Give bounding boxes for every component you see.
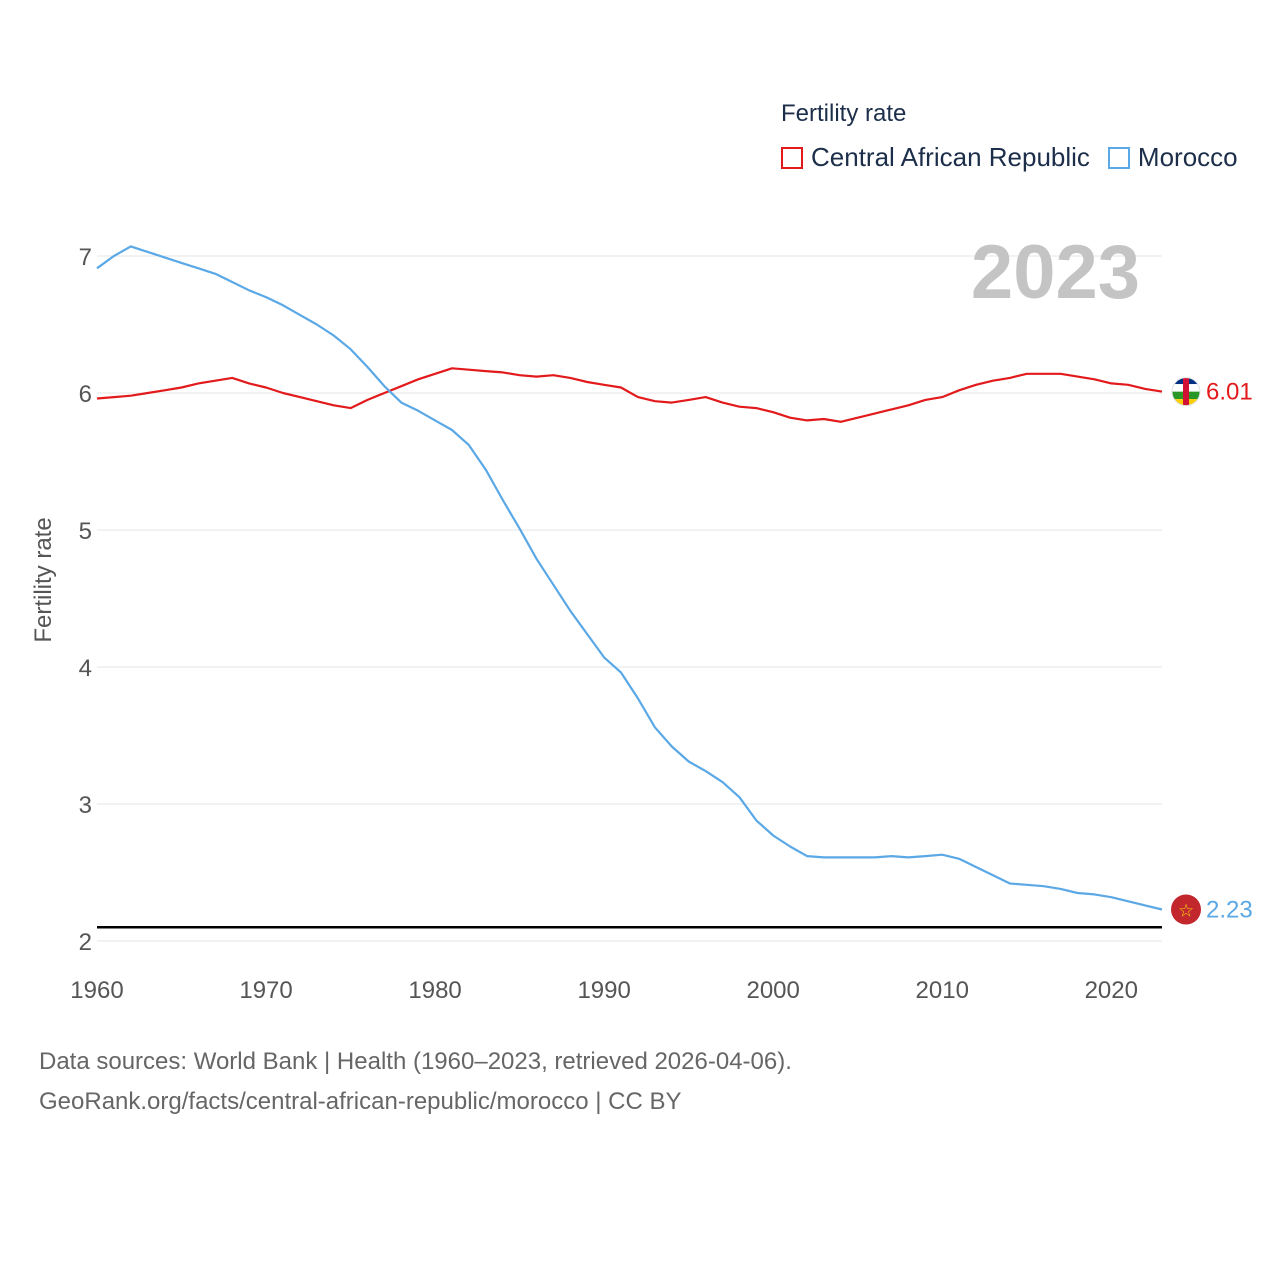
y-tick-label: 3 <box>79 792 92 819</box>
central-african-republic-end-value: 6.01 <box>1206 379 1253 406</box>
y-tick-label: 5 <box>79 518 92 545</box>
series-lines <box>96 245 1163 911</box>
svg-text:☆: ☆ <box>1178 900 1194 921</box>
morocco-flag-icon: ☆ <box>1171 894 1201 925</box>
end-markers: ☆ 6.01 2.23 <box>1171 377 1253 925</box>
y-tick-label: 4 <box>79 655 92 682</box>
x-tick-label: 1960 <box>70 977 123 1004</box>
legend-title: Fertility rate <box>781 100 907 127</box>
morocco-end-value: 2.23 <box>1206 896 1253 923</box>
x-tick-label: 2000 <box>746 977 799 1004</box>
series-line-central-african-republic <box>96 367 1163 423</box>
grid-lines <box>97 255 1162 942</box>
legend-swatch-blue <box>1107 146 1130 169</box>
y-tick-label: 7 <box>79 244 92 271</box>
y-tick-label: 2 <box>79 929 92 956</box>
series-line-morocco <box>96 245 1163 911</box>
x-tick-label: 2010 <box>916 977 969 1004</box>
x-tick-label: 1970 <box>239 977 292 1004</box>
legend: Central African Republic Morocco <box>781 142 1256 173</box>
source-link[interactable]: GeoRank.org/facts/central-african-republ… <box>39 1088 682 1115</box>
central-african-republic-flag-icon <box>1171 377 1201 407</box>
y-axis-ticks: 2 3 4 5 6 7 <box>79 244 92 956</box>
data-sources-text: Data sources: World Bank | Health (1960–… <box>39 1048 792 1075</box>
legend-item-morocco[interactable]: Morocco <box>1107 142 1238 173</box>
x-tick-label: 1990 <box>577 977 630 1004</box>
legend-label: Morocco <box>1137 142 1238 172</box>
y-tick-label: 6 <box>79 381 92 408</box>
x-axis-ticks: 1960 1970 1980 1990 2000 2010 2020 <box>70 977 1138 1004</box>
footer: Data sources: World Bank | Health (1960–… <box>39 1042 792 1122</box>
x-tick-label: 1980 <box>408 977 461 1004</box>
y-axis-label: Fertility rate <box>30 517 57 642</box>
legend-swatch-red <box>781 146 803 169</box>
legend-item-central-african-republic[interactable]: Central African Republic <box>781 142 1090 173</box>
year-badge: 2023 <box>971 230 1140 315</box>
x-tick-label: 2020 <box>1085 977 1138 1004</box>
legend-label: Central African Republic <box>811 142 1090 172</box>
